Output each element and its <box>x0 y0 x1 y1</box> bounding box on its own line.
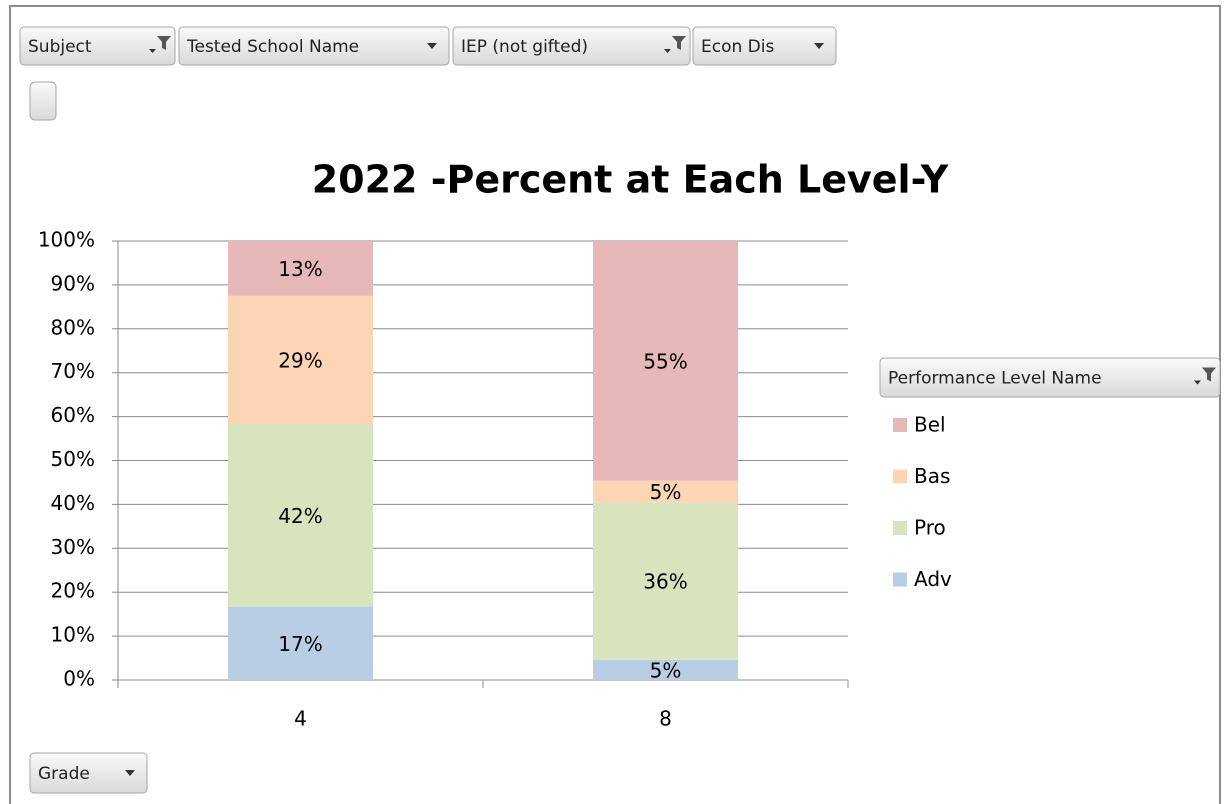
y-tick-label: 40% <box>51 491 95 515</box>
filter-button[interactable] <box>19 26 176 66</box>
data-label: 29% <box>278 348 322 372</box>
filter-icon <box>157 36 171 50</box>
frame <box>9 5 1221 804</box>
button-label: Tested School Name <box>186 37 359 57</box>
filter-icon <box>1202 367 1216 382</box>
data-label: 36% <box>643 570 687 594</box>
dropdown-arrow <box>149 49 156 53</box>
y-tick-label: 20% <box>51 579 95 603</box>
x-tick-label: 4 <box>294 707 307 731</box>
legend-label: Adv <box>914 567 952 591</box>
y-tick-label: 100% <box>38 228 95 252</box>
bar-segment <box>228 241 373 296</box>
y-tick-label: 10% <box>51 623 95 647</box>
chart-title: 2022 -Percent at Each Level-Y <box>312 158 949 202</box>
legend-swatch <box>893 521 907 535</box>
legend-swatch <box>893 418 907 432</box>
data-label: 5% <box>650 480 682 504</box>
data-label: 42% <box>278 504 322 528</box>
y-tick-label: 70% <box>51 359 95 383</box>
dropdown-arrow <box>427 43 437 49</box>
bar-segment <box>593 502 738 660</box>
bar-segment <box>228 424 373 607</box>
dropdown-arrow <box>125 770 135 776</box>
y-tick-label: 50% <box>51 447 95 471</box>
bar-segment <box>228 606 373 680</box>
y-tick-label: 90% <box>51 271 95 295</box>
legend-swatch <box>893 469 907 484</box>
data-label: 13% <box>278 257 322 281</box>
button-label: Grade <box>38 764 90 784</box>
button-label: Econ Dis <box>701 37 774 57</box>
dropdown-arrow <box>814 43 824 49</box>
legend-swatch <box>893 572 907 587</box>
data-label: 17% <box>278 632 322 656</box>
dropdown-arrow <box>1194 380 1201 385</box>
filter-icon <box>672 36 686 50</box>
filter-button[interactable] <box>178 26 450 66</box>
button-label: Subject <box>28 37 92 57</box>
data-label: 5% <box>650 658 682 682</box>
y-tick-label: 0% <box>63 667 95 691</box>
y-tick-label: 30% <box>51 535 95 559</box>
filter-button[interactable] <box>452 26 691 66</box>
dropdown-arrow <box>664 49 671 53</box>
bar-segment <box>593 659 738 680</box>
data-label: 55% <box>643 349 687 373</box>
filter-button[interactable] <box>692 26 837 66</box>
filter-button[interactable] <box>29 752 148 794</box>
filter-button[interactable] <box>879 357 1221 398</box>
legend-label: Pro <box>914 516 946 540</box>
button-label: Performance Level Name <box>888 369 1102 389</box>
legend-label: Bel <box>914 413 946 437</box>
y-tick-label: 80% <box>51 315 95 339</box>
legend-label: Bas <box>914 464 950 488</box>
button-label: IEP (not gifted) <box>461 37 588 57</box>
expand-button[interactable] <box>29 81 57 121</box>
bar-segment <box>593 241 738 481</box>
bar-segment <box>228 295 373 425</box>
x-tick-label: 8 <box>659 707 672 731</box>
y-tick-label: 60% <box>51 403 95 427</box>
bar-segment <box>593 480 738 503</box>
